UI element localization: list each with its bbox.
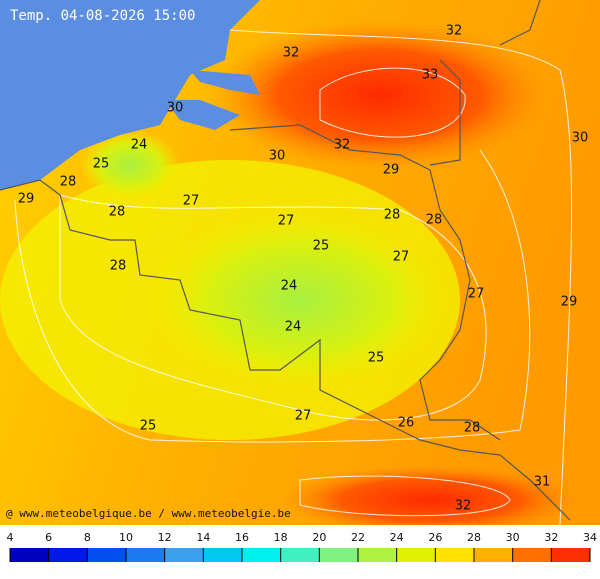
temperature-label: 25: [93, 157, 110, 172]
temperature-label: 24: [131, 138, 148, 153]
colorbar-segment: [87, 548, 126, 562]
colorbar-tick-label: 32: [544, 531, 558, 544]
temperature-label: 30: [572, 131, 589, 146]
colorbar-segment: [512, 548, 552, 562]
colorbar-segment: [242, 548, 281, 562]
cool-zone: [80, 130, 180, 200]
temperature-label: 31: [534, 475, 551, 490]
colorbar-tick-label: 28: [467, 531, 481, 544]
temperature-label: 26: [398, 416, 415, 431]
temperature-label: 28: [384, 208, 401, 223]
temperature-label: 27: [183, 194, 200, 209]
isotherms: [14, 29, 573, 526]
temperature-label: 27: [295, 409, 312, 424]
temperature-label: 29: [561, 295, 578, 310]
temperature-label: 30: [269, 149, 286, 164]
colorbar-tick-label: 22: [351, 531, 365, 544]
colorbar-tick-label: 26: [428, 531, 442, 544]
temperature-label: 27: [468, 287, 485, 302]
temperature-label: 24: [281, 279, 298, 294]
colorbar-segment: [164, 548, 204, 562]
colorbar-tick-label: 30: [506, 531, 520, 544]
temperature-label: 27: [393, 250, 410, 265]
temperature-label: 28: [110, 259, 127, 274]
map-title: Temp. 04-08-2026 15:00: [10, 8, 195, 24]
temperature-label: 28: [60, 175, 77, 190]
temperature-label: 27: [278, 214, 295, 229]
colorbar-tick-label: 12: [158, 531, 172, 544]
temperature-label: 29: [18, 192, 35, 207]
colorbar-segment: [48, 548, 88, 562]
credit: @ www.meteobelgique.be / www.meteobelgie…: [6, 507, 291, 520]
colorbar-segment: [396, 548, 436, 562]
colorbar-tick-label: 24: [390, 531, 404, 544]
colorbar-tick-label: 10: [119, 531, 133, 544]
sea: [0, 0, 260, 190]
temperature-label: 28: [464, 421, 481, 436]
temperature-label: 25: [313, 239, 330, 254]
estuary: [165, 70, 260, 130]
colorbar-segment: [319, 548, 358, 562]
cool-zone: [150, 210, 450, 390]
colorbar-segment: [474, 548, 513, 562]
hot-zone: [280, 465, 580, 535]
temperature-label: 32: [446, 24, 463, 39]
temperature-label: 32: [283, 46, 300, 61]
hot-zone: [210, 20, 550, 170]
temperature-label: 32: [334, 138, 351, 153]
colorbar-segment: [551, 548, 590, 562]
colorbar-tick-label: 6: [45, 531, 52, 544]
colorbar-tick-label: 20: [312, 531, 326, 544]
colorbar-segment: [435, 548, 474, 562]
temperature-label: 25: [368, 351, 385, 366]
colorbar-segment: [280, 548, 320, 562]
colorbar-tick-label: 34: [583, 531, 597, 544]
colorbar-tick-label: 16: [235, 531, 249, 544]
temperature-label: 25: [140, 419, 157, 434]
colorbar-tick-label: 18: [274, 531, 288, 544]
temperature-label: 28: [426, 213, 443, 228]
temperature-label: 29: [383, 163, 400, 178]
temperature-label: 28: [109, 205, 126, 220]
colorbar-segment: [358, 548, 397, 562]
colorbar-segment: [203, 548, 242, 562]
colorbar-tick-label: 8: [84, 531, 91, 544]
colorbar-tick-label: 14: [196, 531, 210, 544]
colorbar-tick-label: 4: [7, 531, 14, 544]
colorbar-segment: [10, 548, 49, 562]
borders: [0, 0, 571, 521]
temperature-label: 33: [422, 68, 439, 83]
temperature-label: 32: [455, 499, 472, 514]
colorbar-segment: [126, 548, 165, 562]
temperature-label: 24: [285, 320, 302, 335]
temperature-label: 30: [167, 101, 184, 116]
